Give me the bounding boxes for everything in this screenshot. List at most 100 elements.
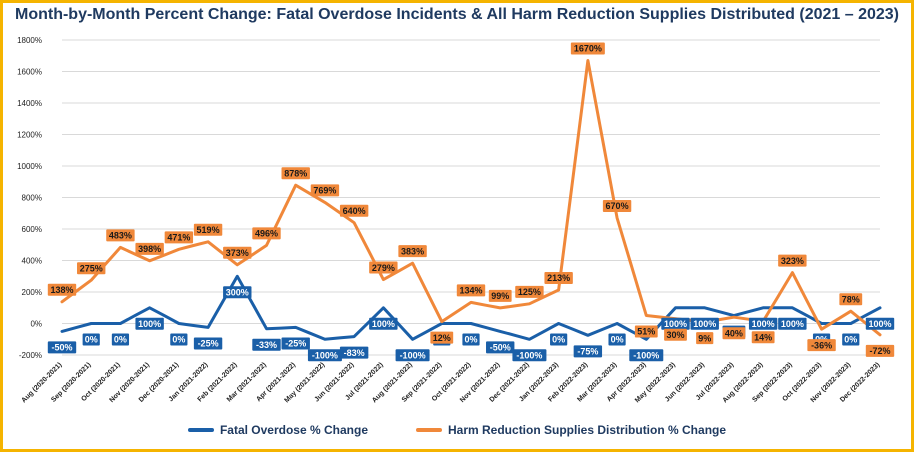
data-label-fatal: -25%: [198, 339, 219, 349]
y-tick-label: 1600%: [17, 68, 42, 77]
y-tick-label: -200%: [19, 351, 42, 360]
data-label-fatal: 100%: [781, 319, 804, 329]
data-label-harm: 769%: [313, 186, 336, 196]
data-label-box-harm: [865, 344, 895, 357]
data-label-fatal: 0%: [552, 335, 565, 345]
data-label-box-fatal: [111, 333, 130, 346]
data-label-harm: 279%: [372, 263, 395, 273]
data-label-harm: 99%: [491, 291, 509, 301]
data-label-box-harm: [696, 332, 714, 345]
data-label-harm: 471%: [167, 233, 190, 243]
legend-item-harm: Harm Reduction Supplies Distribution % C…: [416, 423, 726, 437]
data-label-fatal: 0%: [611, 335, 624, 345]
data-label-fatal: -50%: [51, 343, 72, 353]
data-label-box-harm: [47, 283, 77, 296]
data-label-box-fatal: [369, 317, 398, 330]
data-label-box-harm: [515, 285, 544, 298]
data-label-box-harm: [839, 293, 863, 306]
series-line-fatal: [60, 274, 882, 341]
data-label-box-harm: [634, 325, 658, 338]
data-label-box-harm: [807, 339, 836, 352]
data-label-box-fatal: [47, 341, 77, 354]
data-label-harm: 138%: [50, 285, 73, 295]
data-label-box-harm: [398, 245, 427, 258]
y-tick-label: 200%: [22, 288, 42, 297]
data-label-fatal: -100%: [516, 350, 542, 360]
data-label-harm: 483%: [109, 231, 132, 241]
data-label-box-harm: [602, 199, 632, 212]
data-label-box-fatal: [865, 317, 895, 330]
y-tick-label: 800%: [22, 194, 42, 203]
data-label-harm: 30%: [666, 330, 684, 340]
data-label-box-harm: [751, 331, 775, 344]
data-label-box-harm: [135, 242, 164, 255]
chart-title: Month-by-Month Percent Change: Fatal Ove…: [15, 6, 899, 23]
data-label-box-fatal: [223, 286, 252, 299]
data-label-harm: -72%: [869, 346, 890, 356]
data-label-fatal: -100%: [312, 350, 338, 360]
data-label-box-harm: [544, 271, 573, 284]
data-label-box-fatal: [395, 349, 430, 362]
data-label-harm: 12%: [433, 333, 451, 343]
data-label-harm: -36%: [811, 340, 832, 350]
data-label-box-harm: [722, 327, 746, 340]
data-label-box-harm: [106, 229, 135, 242]
legend-item-fatal: Fatal Overdose % Change: [187, 423, 368, 437]
data-label-box-harm: [778, 254, 807, 267]
data-label-box-fatal: [512, 349, 547, 362]
data-label-box-fatal: [193, 337, 223, 350]
data-label-box-fatal: [748, 317, 778, 330]
data-label-box-fatal: [462, 333, 480, 346]
data-label-fatal: -100%: [400, 350, 426, 360]
data-label-box-fatal: [170, 333, 188, 346]
y-tick-label: 1800%: [17, 36, 42, 45]
data-label-harm: 275%: [80, 263, 103, 273]
data-label-harm: 40%: [725, 328, 743, 338]
data-label-box-fatal: [550, 333, 568, 346]
data-label-box-fatal: [842, 333, 860, 346]
data-label-box-harm: [193, 223, 223, 236]
data-label-fatal: 100%: [138, 319, 161, 329]
data-label-harm: 134%: [459, 286, 482, 296]
data-label-fatal: -33%: [256, 340, 277, 350]
data-label-fatal: 0%: [172, 335, 185, 345]
data-label-box-harm: [252, 227, 281, 240]
data-label-box-harm: [570, 42, 605, 55]
data-label-fatal: 0%: [114, 335, 127, 345]
data-label-box-harm: [223, 246, 252, 259]
data-label-box-fatal: [339, 346, 369, 359]
legend: Fatal Overdose % Change Harm Reduction S…: [0, 423, 914, 437]
y-tick-label: 0%: [30, 320, 42, 329]
data-label-box-harm: [77, 262, 106, 275]
y-tick-label: 1200%: [17, 131, 42, 140]
data-label-fatal: 100%: [664, 319, 687, 329]
data-label-box-harm: [488, 289, 512, 302]
data-label-harm: 519%: [197, 225, 220, 235]
data-label-fatal: -83%: [344, 348, 365, 358]
data-label-fatal: 100%: [372, 319, 395, 329]
data-label-box-fatal: [690, 317, 719, 330]
data-label-box-harm: [339, 204, 369, 217]
data-label-box-harm: [310, 184, 340, 197]
data-label-harm: 78%: [842, 294, 860, 304]
data-label-box-harm: [430, 331, 454, 344]
data-label-box-fatal: [281, 337, 310, 350]
data-label-fatal: 0%: [464, 335, 477, 345]
data-label-harm: 125%: [518, 287, 541, 297]
data-label-harm: 373%: [226, 248, 249, 258]
data-label-harm: 9%: [698, 333, 711, 343]
legend-swatch-harm: [416, 428, 442, 432]
data-label-box-fatal: [778, 317, 807, 330]
data-label-fatal: 0%: [844, 335, 857, 345]
data-label-fatal: -50%: [490, 343, 511, 353]
data-label-box-fatal: [252, 338, 281, 351]
data-label-harm: 640%: [343, 206, 366, 216]
data-label-harm: 213%: [547, 273, 570, 283]
data-label-box-fatal: [82, 333, 100, 346]
data-label-box-fatal: [573, 345, 603, 358]
y-tick-label: 1000%: [17, 162, 42, 171]
data-label-harm: 323%: [781, 256, 804, 266]
series-line-harm: [60, 59, 882, 337]
